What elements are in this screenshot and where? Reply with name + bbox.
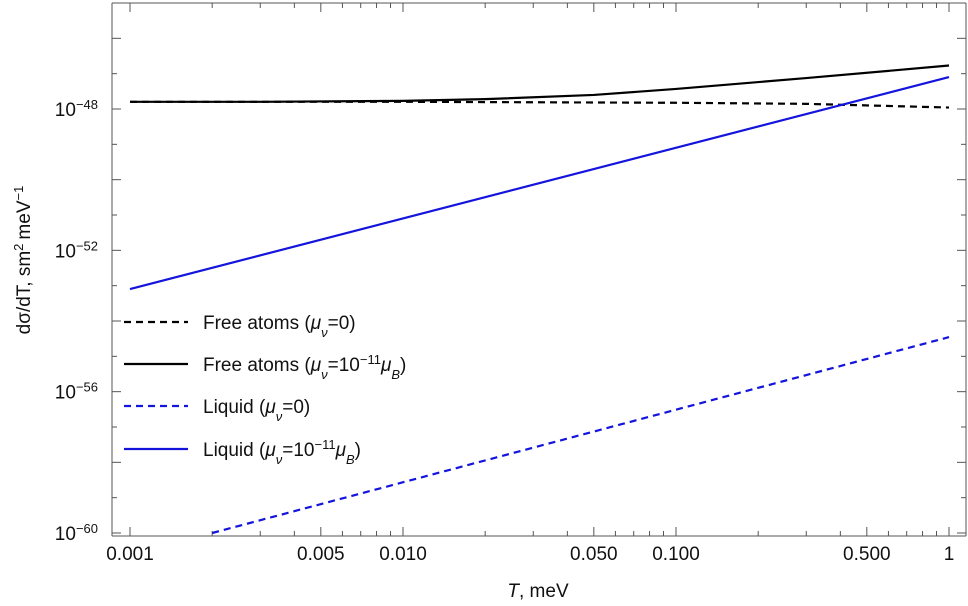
series-line-3 (129, 76, 950, 291)
axis-ticks: 0.001 0.005 0.010 0.050 0.100 0.500 1 10−48 10−5… (55, 2, 966, 565)
y-tick-label: 10−48 (55, 97, 98, 122)
y-axis-main: dσ/dT, sm (14, 251, 35, 335)
legend-label: Liquid (μν=10−11μB) (203, 437, 361, 467)
y-tick-label: 10−60 (55, 521, 98, 546)
y-axis-label: dσ/dT, sm2 meV−1 (11, 186, 36, 335)
y-tick-label: 10−56 (55, 379, 98, 404)
y-axis-unit: meV (14, 200, 35, 239)
x-tick-label: 0.001 (106, 544, 154, 565)
series-line-1 (130, 64, 950, 103)
legend-label: Free atoms (μν=10−11μB) (203, 352, 406, 382)
x-tick-label: 1 (944, 544, 955, 565)
y-axis-unit-exp: −1 (11, 186, 26, 201)
x-tick-label: 0.500 (843, 544, 891, 565)
x-tick-label: 0.050 (570, 544, 618, 565)
legend-label: Liquid (μν=0) (203, 397, 310, 424)
legend: Free atoms (μν=0) Free atoms (μν=10−11μB)… (124, 313, 406, 467)
y-tick-label: 10−52 (55, 238, 98, 263)
x-tick-label: 0.100 (652, 544, 700, 565)
x-axis-label: T, meV (507, 581, 569, 602)
x-axis-var: T (507, 581, 520, 602)
legend-label: Free atoms (μν=0) (203, 313, 356, 340)
series-line-0 (130, 100, 950, 109)
x-axis-unit: meV (530, 581, 569, 602)
y-axis-sm-exp: 2 (11, 244, 26, 251)
x-tick-label: 0.005 (297, 544, 345, 565)
x-tick-label: 0.010 (379, 544, 427, 565)
plot-frame (111, 2, 967, 537)
series-layer (129, 64, 950, 535)
